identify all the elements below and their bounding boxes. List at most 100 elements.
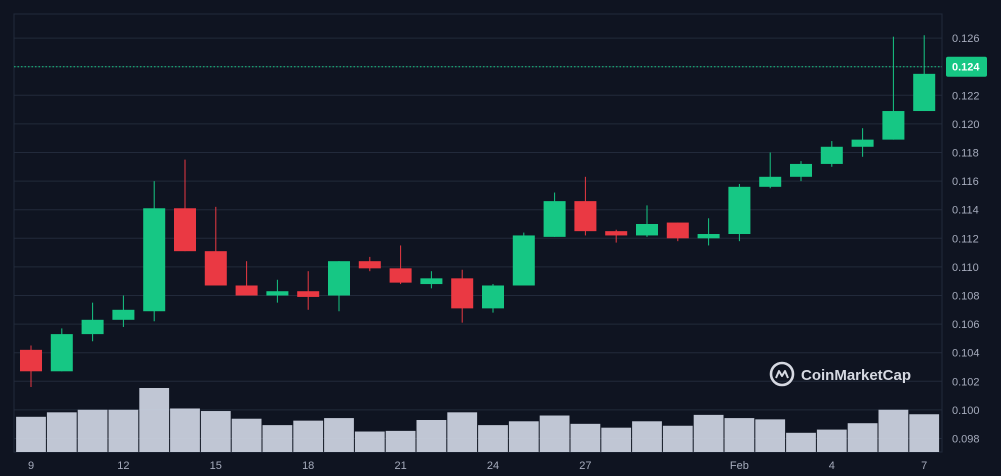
- candle-body: [605, 231, 628, 236]
- candles: [20, 35, 936, 388]
- volume-bar: [662, 425, 693, 452]
- candle-body: [482, 285, 504, 309]
- candle-body: [297, 291, 320, 297]
- current-price-tag-background: [946, 56, 987, 77]
- candle: [512, 232, 535, 286]
- volume-bar: [385, 430, 416, 452]
- volume-bar: [816, 429, 847, 452]
- volume-bar: [601, 427, 632, 452]
- y-tick-label: 0.112: [952, 233, 979, 245]
- y-tick-label: 0.106: [952, 319, 980, 331]
- x-tick-label: 9: [28, 460, 34, 471]
- candle: [451, 269, 474, 323]
- candle: [81, 302, 104, 342]
- x-tick-label: 27: [579, 460, 591, 471]
- x-tick-label: 7: [921, 460, 927, 471]
- candle-body: [20, 349, 42, 372]
- candle-body: [358, 261, 381, 269]
- candle-body: [728, 186, 751, 235]
- candle-body: [820, 146, 843, 164]
- candle-body: [174, 208, 196, 252]
- candle: [728, 183, 751, 242]
- candle-body: [389, 268, 412, 283]
- candle-body: [851, 139, 874, 147]
- candle: [851, 128, 874, 157]
- volume-bar: [293, 420, 324, 452]
- plot-border: [13, 13, 943, 453]
- candle: [636, 205, 658, 237]
- candle: [420, 271, 443, 289]
- candle: [328, 261, 350, 312]
- y-axis: 0.098 0.100 0.102 0.104 0.106 0.108 0.110 0.112…: [952, 33, 980, 445]
- candle: [266, 279, 289, 303]
- candle-body: [697, 234, 720, 239]
- coinmarketcap-logo-icon: [769, 361, 795, 387]
- current-price-label: 0.124: [952, 62, 980, 74]
- candle-body: [666, 222, 689, 239]
- volume-bars: [16, 388, 940, 452]
- candle: [697, 218, 720, 246]
- volume-bar: [570, 423, 601, 452]
- candle-body: [543, 201, 566, 237]
- volume-bar: [786, 432, 816, 452]
- candle: [174, 159, 196, 252]
- volume-bar: [878, 409, 909, 452]
- x-tick-label: Feb: [730, 460, 749, 471]
- candle: [389, 245, 412, 285]
- candle: [574, 176, 597, 236]
- y-tick-label: 0.108: [952, 291, 980, 303]
- candle-body: [81, 319, 104, 335]
- candle: [143, 181, 166, 322]
- candle-body: [112, 309, 135, 320]
- candle-body: [266, 291, 289, 296]
- grid-lines: [13, 13, 943, 453]
- candle-body: [636, 224, 658, 236]
- candle: [358, 256, 381, 272]
- volume-bar: [755, 419, 786, 452]
- current-price-tag: 0.124: [946, 56, 987, 77]
- volume-bar: [724, 418, 755, 452]
- candle-body: [235, 285, 258, 296]
- candle: [482, 284, 504, 313]
- y-tick-label: 0.098: [952, 434, 980, 446]
- volume-bar: [170, 408, 200, 452]
- candle: [204, 206, 227, 286]
- volume-bar: [478, 425, 508, 452]
- volume-bar: [447, 412, 478, 452]
- volume-bar: [847, 423, 878, 452]
- y-tick-label: 0.116: [952, 176, 979, 188]
- y-tick-label: 0.110: [952, 262, 979, 274]
- candle-body: [420, 278, 443, 285]
- volume-bar: [354, 431, 385, 452]
- volume-bar: [262, 425, 293, 452]
- y-tick-label: 0.120: [952, 119, 980, 131]
- candle: [790, 161, 812, 182]
- x-tick-label: 21: [394, 460, 406, 471]
- candle: [820, 141, 843, 167]
- volume-bar: [108, 409, 139, 452]
- volume-bar: [324, 418, 354, 452]
- y-tick-label: 0.126: [952, 33, 980, 45]
- y-tick-label: 0.122: [952, 90, 980, 102]
- candle-body: [451, 278, 474, 309]
- volume-bar: [539, 415, 570, 452]
- x-tick-label: 18: [302, 460, 314, 471]
- volume-bar: [416, 420, 447, 452]
- candle: [605, 229, 628, 243]
- x-tick-label: 12: [117, 460, 129, 471]
- candle: [235, 261, 258, 296]
- x-tick-label: 24: [487, 460, 499, 471]
- volume-bar: [508, 421, 539, 452]
- volume-bar: [46, 412, 77, 452]
- x-tick-label: 4: [829, 460, 835, 471]
- candle: [913, 35, 936, 112]
- volume-bar: [693, 414, 724, 452]
- candle-body: [204, 251, 227, 286]
- x-axis: 9 12 15 18 21 24 27 Feb 4 7: [28, 460, 927, 472]
- y-tick-label: 0.114: [952, 205, 979, 217]
- watermark: CoinMarketCap: [769, 361, 911, 387]
- x-tick-label: 15: [210, 460, 222, 471]
- candle: [882, 36, 905, 140]
